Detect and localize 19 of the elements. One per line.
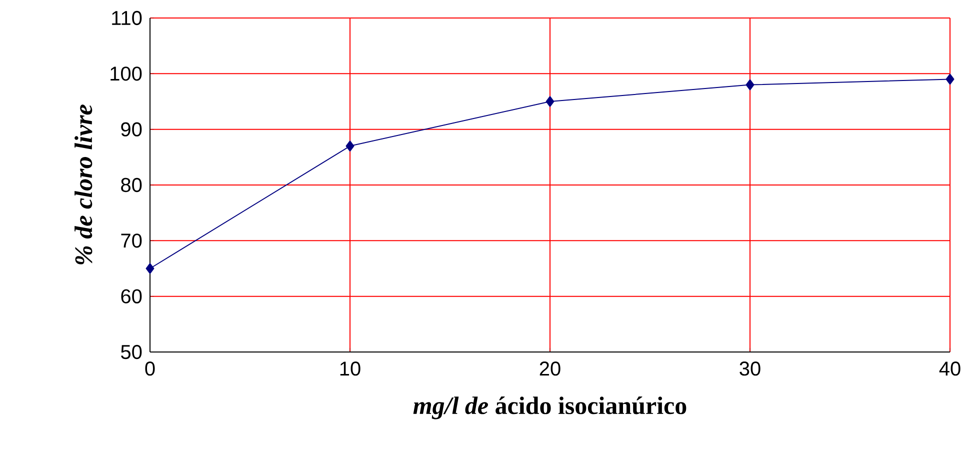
y-tick-label: 110 [112, 10, 142, 26]
x-tick-label: 0 [145, 362, 155, 376]
x-tick-label: 30 [740, 362, 760, 376]
y-tick-label: 90 [121, 122, 142, 136]
point [346, 140, 354, 152]
x-tick-label: 10 [340, 362, 360, 376]
y-tick-label: 80 [121, 178, 142, 192]
x-axis-title: mg/l de ácido isocianúrico [413, 396, 686, 420]
y-tick-label: 70 [121, 234, 142, 248]
y-axis-title: % de cloro livre [74, 104, 92, 264]
y-tick-label: 60 [121, 289, 142, 304]
y-tick-label: 100 [110, 66, 142, 81]
point [946, 74, 954, 85]
x-tick-label: 20 [540, 362, 560, 376]
point [746, 79, 754, 90]
point [546, 96, 554, 107]
x-tick-label: 40 [939, 362, 960, 376]
point [146, 263, 154, 274]
y-tick-label: 50 [121, 344, 142, 360]
